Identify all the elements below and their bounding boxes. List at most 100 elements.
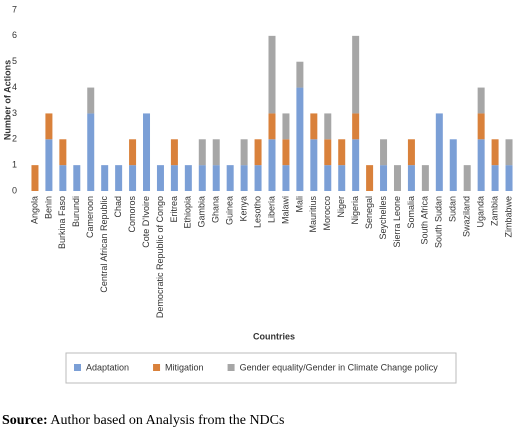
y-tick-label: 4: [12, 82, 17, 92]
x-tick-label: Chad: [113, 196, 123, 218]
bar-segment: [338, 139, 346, 166]
bar-segment: [282, 165, 290, 191]
bar-segment: [73, 165, 81, 191]
bar-segment: [421, 165, 429, 191]
x-tick-label: Central African Republic: [99, 196, 109, 293]
bar-segment: [352, 35, 360, 114]
legend: Adaptation Mitigation Gender equality/Gend…: [74, 362, 438, 372]
bar-segment: [212, 165, 220, 191]
bar-segment: [324, 165, 332, 191]
bar-segment: [254, 139, 262, 166]
bar-segment: [393, 165, 401, 191]
x-tick-label: Democratic Republic of Congo: [155, 196, 165, 318]
x-tick-label: Niger: [336, 196, 346, 218]
bar-segment: [491, 165, 499, 191]
bar-segment: [338, 165, 346, 191]
x-tick-label: Cote D'Ivoire: [141, 196, 151, 248]
x-tick-label: Cameroon: [85, 196, 95, 238]
bar-segment: [45, 139, 53, 191]
y-axis-title: Number of Actions: [2, 60, 12, 140]
bar-segment: [505, 139, 513, 166]
bar-segment: [477, 87, 485, 114]
x-tick-label: Sudan: [448, 196, 458, 222]
legend-label: Mitigation: [165, 362, 204, 372]
bar-segment: [31, 165, 39, 191]
bar-segment: [380, 165, 388, 191]
x-tick-label: Burundi: [71, 196, 81, 227]
bar-segment: [324, 139, 332, 166]
x-tick-label: South Sudan: [434, 196, 444, 248]
bar-segment: [170, 139, 178, 166]
bar-segment: [226, 165, 234, 191]
x-tick-label: Nigeria: [350, 196, 360, 225]
legend-box: [65, 352, 457, 384]
bar-segment: [282, 113, 290, 140]
x-tick-label: Angola: [29, 196, 39, 224]
bar-segment: [87, 87, 95, 114]
bar-segment: [212, 139, 220, 166]
bar-segment: [380, 139, 388, 166]
bar-segment: [87, 113, 95, 191]
bar-segment: [59, 139, 67, 166]
bar-segment: [198, 139, 206, 166]
bar-segment: [310, 113, 318, 140]
bar-segment: [184, 165, 192, 191]
x-tick-label: Mali: [294, 196, 304, 213]
bar-segment: [407, 139, 415, 166]
x-tick-label: Seychelles: [378, 196, 388, 240]
y-tick-label: 1: [12, 160, 17, 170]
bar-segment: [352, 113, 360, 140]
x-tick-label: Sierra Leone: [392, 196, 402, 248]
bar-segment: [45, 113, 53, 140]
bar-segment: [254, 165, 262, 191]
x-tick-label: Comoros: [127, 196, 137, 233]
x-tick-label: Guinea: [225, 196, 235, 225]
bar-segment: [240, 165, 248, 191]
x-tick-label: South Africa: [420, 196, 430, 245]
bar-segment: [240, 139, 248, 166]
source: Source: Author based on Analysis from th…: [2, 413, 284, 428]
x-tick-label: Uganda: [476, 196, 486, 228]
bar-segment: [477, 139, 485, 191]
bar-segment: [129, 165, 137, 191]
x-axis-title: Countries: [253, 331, 295, 341]
source-label: Source:: [2, 413, 48, 428]
bar-segment: [268, 113, 276, 140]
x-tick-label: Swaziland: [462, 196, 472, 237]
x-tick-label: Senegal: [364, 196, 374, 229]
x-tick-label: Benin: [43, 196, 53, 219]
legend-label: Adaptation: [86, 362, 129, 372]
x-tick-label: Zambia: [489, 196, 499, 226]
bar-segment: [115, 165, 123, 191]
bar-segment: [143, 113, 151, 191]
x-tick-label: Morocco: [322, 196, 332, 231]
bar-segment: [449, 139, 457, 191]
bar-segment: [407, 165, 415, 191]
y-tick-label: 3: [12, 108, 17, 118]
x-tick-label: Ghana: [211, 196, 221, 223]
bar-segment: [477, 113, 485, 140]
bar-segment: [463, 165, 471, 191]
bar-segment: [129, 139, 137, 166]
y-tick-label: 0: [12, 185, 17, 195]
bar-segment: [170, 165, 178, 191]
bar-segment: [268, 139, 276, 191]
source-text: Author based on Analysis from the NDCs: [50, 413, 284, 428]
legend-swatch: [153, 364, 161, 371]
bar-segment: [282, 139, 290, 166]
x-tick-label: Lesotho: [252, 196, 262, 228]
bar-segment: [156, 165, 164, 191]
x-tick-label: Somalia: [406, 196, 416, 229]
bar-segment: [59, 165, 67, 191]
bar-segment: [352, 139, 360, 191]
bar-segment: [435, 113, 443, 191]
legend-label: Gender equality/Gender in Climate Change…: [240, 362, 439, 372]
x-tick-label: Eritrea: [169, 196, 179, 223]
bar-segment: [198, 165, 206, 191]
x-tick-label: Kenya: [238, 196, 248, 222]
bar-segment: [366, 165, 374, 191]
bar-segment: [505, 165, 513, 191]
x-tick-label: Gambia: [197, 196, 207, 228]
x-tick-label: Zimbabwe: [503, 196, 513, 238]
